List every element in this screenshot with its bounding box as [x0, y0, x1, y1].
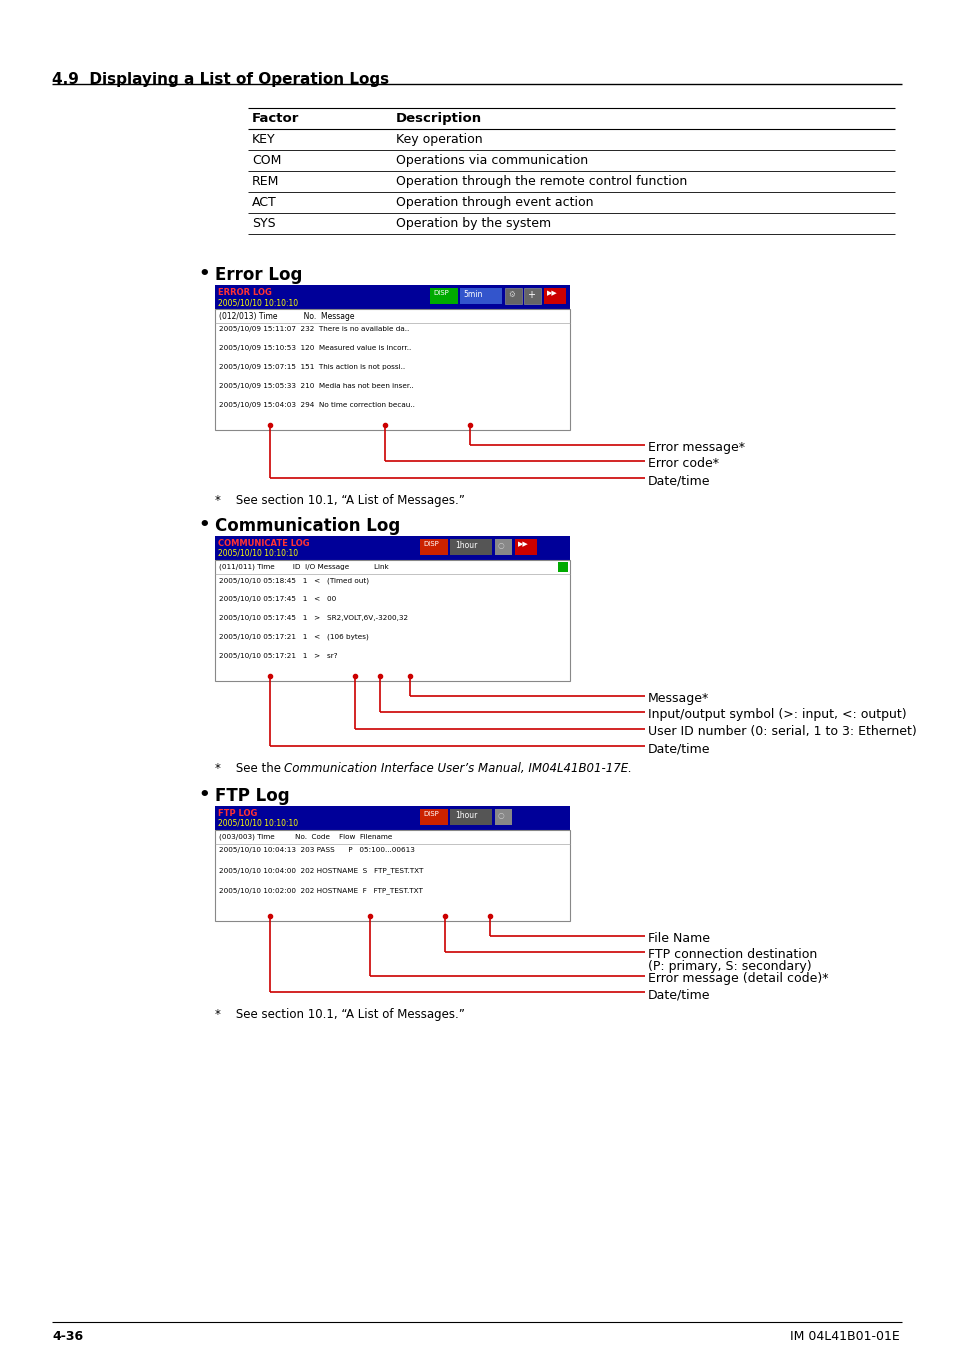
Bar [450, 539, 492, 555]
Text: 2005/10/10 10:10:10: 2005/10/10 10:10:10 [218, 549, 297, 558]
Text: DISP: DISP [422, 811, 438, 817]
Bar [543, 288, 565, 304]
Bar [214, 806, 569, 830]
Text: (003/003) Time         No.  Code    Flow  Filename: (003/003) Time No. Code Flow Filename [219, 833, 392, 840]
Text: •: • [198, 265, 210, 284]
Text: 2005/10/09 15:05:33  210  Media has not been inser..: 2005/10/09 15:05:33 210 Media has not be… [219, 383, 414, 389]
Text: 2005/10/09 15:07:15  151  This action is not possi..: 2005/10/09 15:07:15 151 This action is n… [219, 364, 405, 370]
Text: 1hour: 1hour [455, 811, 476, 819]
Text: *    See section 10.1, “A List of Messages.”: * See section 10.1, “A List of Messages.… [214, 494, 464, 508]
Text: Error message*: Error message* [647, 441, 744, 454]
Text: 2005/10/09 15:04:03  294  No time correction becau..: 2005/10/09 15:04:03 294 No time correcti… [219, 402, 415, 408]
Text: File Name: File Name [647, 931, 709, 945]
Text: Operation through event action: Operation through event action [395, 196, 593, 209]
Text: ○: ○ [497, 541, 504, 549]
Text: 2005/10/09 15:11:07  232  There is no available da..: 2005/10/09 15:11:07 232 There is no avai… [219, 325, 409, 332]
Text: (P: primary, S: secondary): (P: primary, S: secondary) [647, 960, 811, 973]
Text: ▶▶: ▶▶ [517, 541, 528, 547]
Bar [450, 809, 492, 825]
Bar [495, 809, 512, 825]
Bar [214, 830, 569, 921]
Text: Description: Description [395, 112, 481, 126]
Bar [459, 288, 501, 304]
Text: Error code*: Error code* [647, 458, 719, 470]
Text: Communication Interface User’s Manual, IM04L41B01-17E.: Communication Interface User’s Manual, I… [284, 761, 631, 775]
Text: ▶▶: ▶▶ [546, 290, 558, 296]
Text: Date/time: Date/time [647, 743, 710, 755]
Text: 4-36: 4-36 [52, 1330, 83, 1343]
Text: 1hour: 1hour [455, 541, 476, 549]
Text: •: • [198, 786, 210, 805]
Text: 2005/10/10 10:04:00  202 HOSTNAME  S   FTP_TEST.TXT: 2005/10/10 10:04:00 202 HOSTNAME S FTP_T… [219, 867, 423, 873]
Bar [214, 536, 569, 560]
Text: +: + [526, 290, 535, 300]
Bar [430, 288, 457, 304]
Bar [214, 309, 569, 431]
Text: Error message (detail code)*: Error message (detail code)* [647, 972, 827, 986]
Text: SYS: SYS [252, 217, 275, 230]
Text: 2005/10/10 10:10:10: 2005/10/10 10:10:10 [218, 298, 297, 306]
Text: Date/time: Date/time [647, 474, 710, 487]
Text: 2005/10/10 05:17:21   1   >   sr?: 2005/10/10 05:17:21 1 > sr? [219, 653, 337, 659]
Text: 2005/10/10 05:17:45   1   >   SR2,VOLT,6V,-3200,32: 2005/10/10 05:17:45 1 > SR2,VOLT,6V,-320… [219, 616, 408, 621]
Text: KEY: KEY [252, 134, 275, 146]
Text: ERROR LOG: ERROR LOG [218, 288, 272, 297]
Text: ACT: ACT [252, 196, 276, 209]
Bar [515, 539, 537, 555]
Text: ⚙: ⚙ [507, 290, 515, 298]
Text: COM: COM [252, 154, 281, 167]
Text: Error Log: Error Log [214, 266, 302, 283]
Text: *    See the: * See the [214, 761, 284, 775]
Text: Operation by the system: Operation by the system [395, 217, 551, 230]
Text: 2005/10/10 10:02:00  202 HOSTNAME  F   FTP_TEST.TXT: 2005/10/10 10:02:00 202 HOSTNAME F FTP_T… [219, 887, 422, 894]
Bar [504, 288, 521, 304]
Text: ○: ○ [497, 811, 504, 819]
Text: Communication Log: Communication Log [214, 517, 400, 535]
Text: *    See section 10.1, “A List of Messages.”: * See section 10.1, “A List of Messages.… [214, 1008, 464, 1021]
Text: IM 04L41B01-01E: IM 04L41B01-01E [789, 1330, 899, 1343]
Text: DISP: DISP [422, 541, 438, 547]
Text: FTP Log: FTP Log [214, 787, 290, 805]
Text: 5min: 5min [462, 290, 482, 298]
Bar [419, 539, 448, 555]
Text: 2005/10/09 15:10:53  120  Measured value is incorr..: 2005/10/09 15:10:53 120 Measured value i… [219, 346, 411, 351]
Bar [214, 285, 569, 309]
Text: Date/time: Date/time [647, 988, 710, 1000]
Text: Message*: Message* [647, 693, 708, 705]
Bar [523, 288, 540, 304]
Text: FTP LOG: FTP LOG [218, 809, 257, 818]
Bar [419, 809, 448, 825]
Bar [558, 562, 567, 572]
Text: Key operation: Key operation [395, 134, 482, 146]
Text: COMMUNICATE LOG: COMMUNICATE LOG [218, 539, 310, 548]
Text: User ID number (0: serial, 1 to 3: Ethernet): User ID number (0: serial, 1 to 3: Ether… [647, 725, 916, 738]
Text: 2005/10/10 10:10:10: 2005/10/10 10:10:10 [218, 819, 297, 828]
Bar [495, 539, 512, 555]
Text: Factor: Factor [252, 112, 299, 126]
Text: FTP connection destination: FTP connection destination [647, 948, 817, 961]
Text: 2005/10/10 05:17:45   1   <   00: 2005/10/10 05:17:45 1 < 00 [219, 595, 335, 602]
Text: Input/output symbol (>: input, <: output): Input/output symbol (>: input, <: output… [647, 707, 905, 721]
Text: 4.9  Displaying a List of Operation Logs: 4.9 Displaying a List of Operation Logs [52, 72, 389, 86]
Bar [214, 560, 569, 680]
Text: DISP: DISP [433, 290, 448, 296]
Text: REM: REM [252, 176, 279, 188]
Text: 2005/10/10 05:18:45   1   <   (Timed out): 2005/10/10 05:18:45 1 < (Timed out) [219, 576, 369, 583]
Text: 2005/10/10 10:04:13  203 PASS      P   05:100...00613: 2005/10/10 10:04:13 203 PASS P 05:100...… [219, 846, 415, 853]
Text: Operations via communication: Operations via communication [395, 154, 587, 167]
Text: (011/011) Time        ID  I/O Message           Link: (011/011) Time ID I/O Message Link [219, 563, 388, 570]
Text: •: • [198, 516, 210, 535]
Text: (012/013) Time           No.  Message: (012/013) Time No. Message [219, 312, 355, 321]
Text: Operation through the remote control function: Operation through the remote control fun… [395, 176, 686, 188]
Text: 2005/10/10 05:17:21   1   <   (106 bytes): 2005/10/10 05:17:21 1 < (106 bytes) [219, 634, 369, 640]
